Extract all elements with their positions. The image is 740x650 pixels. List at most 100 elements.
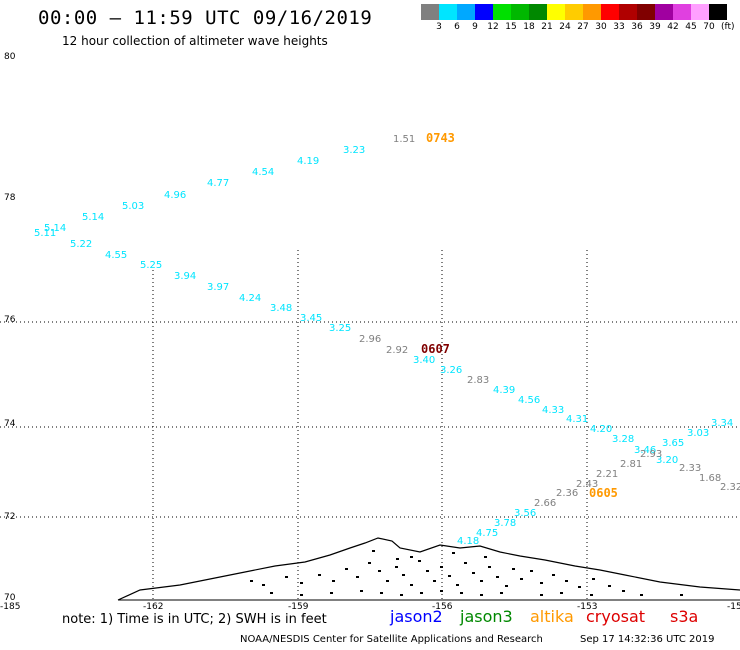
swh-value: 5.25 [140,260,162,271]
lake-mark [262,584,265,586]
legend-label: 30 [595,22,607,32]
swh-value: 4.96 [164,190,186,201]
swh-value: 3.78 [494,518,516,529]
legend-swatch [493,4,511,20]
legend-label: 6 [454,22,460,32]
lat-tick-label: 80 [4,52,16,62]
swh-value: 2.93 [640,449,662,460]
lake-mark [300,594,303,596]
lon-tick-label: -156 [432,602,453,612]
swh-value: 2.92 [386,345,408,356]
lake-mark [332,580,335,582]
lat-tick-label: 72 [4,512,15,522]
legend-label: 3 [436,22,442,32]
legend-swatch [457,4,475,20]
swh-value: 4.39 [493,385,515,396]
lon-tick-label: -159 [288,602,309,612]
pass-time-label: 0607 [421,342,450,356]
map-title: 00:00 – 11:59 UTC 09/16/2019 [38,7,373,29]
satellite-altika: altika [530,607,574,626]
lake-mark [480,580,483,582]
swh-value: 4.24 [239,293,261,304]
legend-label: 70 [703,22,715,32]
legend-label: 9 [472,22,478,32]
lake-mark [472,572,475,574]
units-note: note: 1) Time is in UTC; 2) SWH is in fe… [62,612,327,627]
swh-value: 2.32 [720,482,740,493]
swh-value: 4.20 [590,424,612,435]
satellite-jason2: jason2 [390,607,443,626]
swh-value: 3.40 [413,355,435,366]
legend-swatch [421,4,439,20]
satellite-cryosat: cryosat [586,607,646,626]
lake-mark [400,594,403,596]
lake-mark [380,592,383,594]
swh-value: 3.48 [270,303,292,314]
coastline [117,537,740,601]
lake-mark [300,582,303,584]
lake-mark [250,580,253,582]
swh-value: 3.28 [612,434,634,445]
lake-mark [368,562,371,564]
swh-value: 3.03 [687,428,709,439]
lake-mark [440,566,443,568]
lake-mark [386,580,389,582]
lake-mark [608,585,611,587]
legend-swatch [583,4,601,20]
legend-swatch [709,4,727,20]
swh-value: 2.83 [467,375,489,386]
swh-value: 1.68 [699,473,721,484]
lake-mark [565,580,568,582]
legend-unit: (ft) [721,22,735,32]
legend-label: 27 [577,22,589,32]
swh-value: 5.14 [82,212,104,223]
lake-mark [500,592,503,594]
legend-label: 45 [685,22,697,32]
lake-mark [512,568,515,570]
lake-mark [426,570,429,572]
lake-mark [356,576,359,578]
pass-time-label: 0605 [589,486,618,500]
generation-timestamp: Sep 17 14:32:36 UTC 2019 [580,634,715,645]
lake-mark [372,550,375,552]
swh-value: 3.20 [656,455,678,466]
swh-value: 4.31 [566,414,588,425]
legend-swatch [637,4,655,20]
legend-label: 42 [667,22,679,32]
axis-tick-labels: 80 78 76 74 72 70-185 -162 -159 -156 -153 -15 [0,52,740,612]
satellite-jason3: jason3 [460,607,513,626]
swh-value: 4.55 [105,250,127,261]
lake-mark [270,592,273,594]
swh-value: 4.19 [297,156,319,167]
lon-tick-label: -162 [143,602,163,612]
legend-label: 12 [487,22,499,32]
legend-swatch [601,4,619,20]
lat-tick-label: 76 [4,315,16,325]
legend-swatch [673,4,691,20]
lake-mark [488,566,491,568]
swh-value: 3.97 [207,282,229,293]
credit-line: NOAA/NESDIS Center for Satellite Applica… [240,634,543,645]
legend-swatch [439,4,457,20]
lat-tick-label: 70 [4,593,16,603]
swh-value: 3.25 [329,323,351,334]
lat-lon-grid [0,250,740,600]
legend-label: 33 [613,22,625,32]
lake-mark [440,590,443,592]
lake-mark [433,580,436,582]
lake-mark [395,566,398,568]
swh-value: 2.81 [620,459,642,470]
lat-tick-label: 78 [4,193,16,203]
swh-value: 3.56 [514,508,536,519]
pass-time-labels: 0743 0607 0605 [421,131,618,500]
lake-mark [410,556,413,558]
swh-value: 5.03 [122,201,144,212]
swh-value: 4.33 [542,405,564,416]
swh-value: 5.11 [34,228,56,239]
lake-mark [578,586,581,588]
swh-value: 2.36 [556,488,578,499]
swh-value: 5.14 [44,223,66,234]
lake-mark [484,556,487,558]
lon-tick-label: -153 [577,602,597,612]
swh-value: 2.96 [359,334,381,345]
